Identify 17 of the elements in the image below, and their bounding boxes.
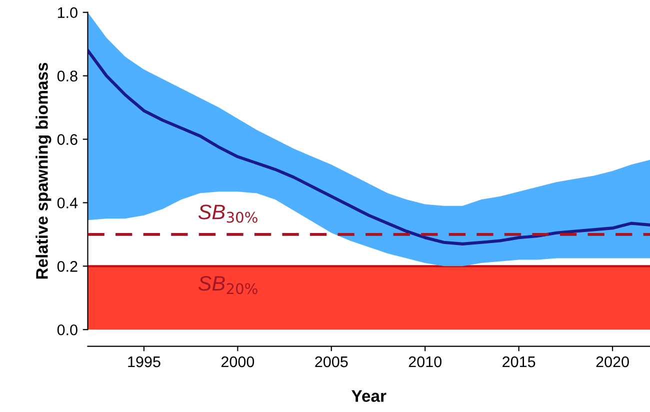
ref-line-label: SB$_{30%}$ [198, 204, 258, 223]
y-tick-label: 0.0 [57, 324, 78, 336]
y-axis-title: Relative spawning biomass [36, 62, 52, 279]
y-tick-label: 0.4 [57, 198, 78, 208]
x-tick-label: 2000 [221, 356, 254, 368]
y-tick-label: 1.0 [58, 7, 78, 18]
x-tick-label: 2010 [408, 356, 442, 368]
band-label: SB$_{20%}$ [198, 276, 258, 294]
x-axis-title: Year [352, 390, 386, 402]
line-series [88, 48, 650, 246]
y-tick-label: 0.8 [57, 70, 78, 82]
y-tick-label: 0.2 [57, 261, 78, 272]
x-tick-label: 2015 [502, 356, 536, 368]
x-tick-label: 2020 [596, 356, 629, 368]
x-tick-label: 1995 [128, 356, 160, 368]
y-tick-label: 0.6 [57, 134, 78, 145]
x-tick-label: 2005 [315, 356, 348, 368]
